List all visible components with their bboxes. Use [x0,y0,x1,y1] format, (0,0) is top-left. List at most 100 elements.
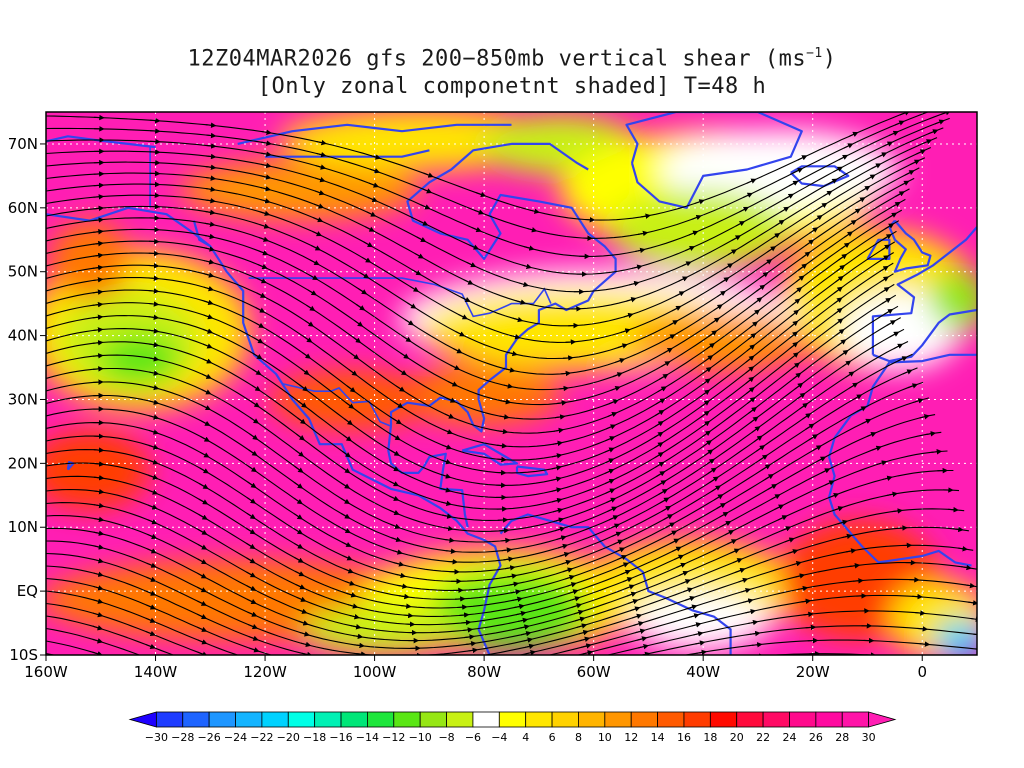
streamline-arrow [763,259,773,266]
streamline-arrow [356,304,366,311]
streamline-arrow [346,592,357,598]
streamline-arrow [147,533,158,539]
streamline-arrow [515,610,527,617]
streamline-arrow [828,492,840,499]
shear-streamlines [46,112,977,700]
streamline-arrow [606,497,617,503]
streamline-arrow [92,598,104,604]
streamline-arrow [295,449,305,457]
streamline-arrow [200,698,208,700]
streamline-arrow [848,131,859,138]
streamline-arrow [296,596,307,602]
streamline-arrow [146,562,157,568]
streamline-arrow [707,467,717,475]
streamline-arrow [871,445,882,451]
streamline-arrow [199,467,210,474]
streamline-arrow [475,687,483,688]
streamline-arrow [558,385,570,392]
colorbar-swatch [868,711,897,728]
streamline-arrow [199,483,209,489]
streamline-arrow [394,401,404,409]
streamline-arrow [623,312,634,319]
streamline-arrow [256,292,267,298]
streamline-arrow [250,400,260,408]
streamline-arrow [515,299,527,305]
streamline-arrow [952,526,964,533]
streamline-arrow [899,180,910,187]
streamline-arrow [444,413,455,419]
streamline-arrow [634,247,646,254]
streamline-arrow [759,272,769,279]
colorbar-label: 24 [782,731,796,744]
streamline-arrow [507,350,518,357]
streamline-arrow [560,370,572,377]
streamline-arrow [891,201,901,208]
lon-tick-label: 80W [467,663,501,681]
streamline-arrow [148,262,160,269]
lon-tick-label: 0 [917,663,927,681]
streamline-arrow [205,209,216,216]
streamline-arrow [249,433,259,440]
streamline-arrow [561,559,572,566]
streamline-arrow [201,389,212,395]
streamline-arrow [501,547,513,553]
streamline-arrow [671,305,682,312]
streamline-arrow [294,557,304,563]
streamline-arrow [655,471,666,478]
streamline-arrow [746,344,756,352]
streamline-arrow [691,622,702,628]
coastline [871,226,977,355]
streamline-arrow [812,445,822,452]
streamline-arrow [553,517,565,523]
streamline-arrow [504,367,516,373]
streamline-arrow [520,630,532,637]
streamline-arrow [753,297,763,305]
streamline-arrow [637,230,649,237]
streamline-arrow [791,362,800,370]
streamline-arrow [659,373,669,380]
streamline-arrow [888,130,899,137]
streamline-arrow [148,288,160,294]
streamline-arrow [805,624,817,631]
colorbar-label: −22 [250,731,273,744]
streamline-arrow [843,143,854,149]
lat-tick-label: 50N [8,263,38,281]
streamline-arrow [496,443,508,449]
streamline-arrow [562,567,574,573]
streamline-arrow [749,630,761,637]
streamline-arrow [404,319,415,326]
streamline-arrow [315,164,327,170]
streamline-arrow [307,690,315,691]
streamline-arrow [363,241,374,248]
streamline-arrow [343,568,354,574]
streamline-arrow [197,600,207,606]
streamline-arrow [880,287,890,294]
streamline-arrow [834,275,844,283]
streamline-arrow [147,489,159,495]
streamline-arrow [519,624,530,630]
streamline-arrow [895,191,905,197]
streamline-arrow [576,623,588,629]
streamline-arrow [400,603,412,609]
streamline-arrow [92,611,104,618]
streamline-arrow [737,577,749,583]
streamline-arrow [93,585,104,591]
coastline [237,123,512,145]
streamline-arrow [917,626,929,632]
streamline-arrow [655,409,665,416]
streamline-arrow [658,489,668,495]
streamline-arrow [395,572,407,579]
coastline [389,142,617,433]
streamline-arrow [300,368,310,376]
streamline-arrow [643,670,651,671]
streamline-arrow [833,307,843,315]
streamline-arrow [201,404,212,411]
streamline-arrow [260,174,272,180]
colorbar-label: −24 [224,731,247,744]
streamline-arrow [816,456,827,463]
streamline-arrow [450,364,461,370]
streamline-arrow [93,475,105,481]
colorbar-swatch [604,711,632,728]
streamline-arrow [802,413,812,420]
streamline-arrow [702,440,713,447]
